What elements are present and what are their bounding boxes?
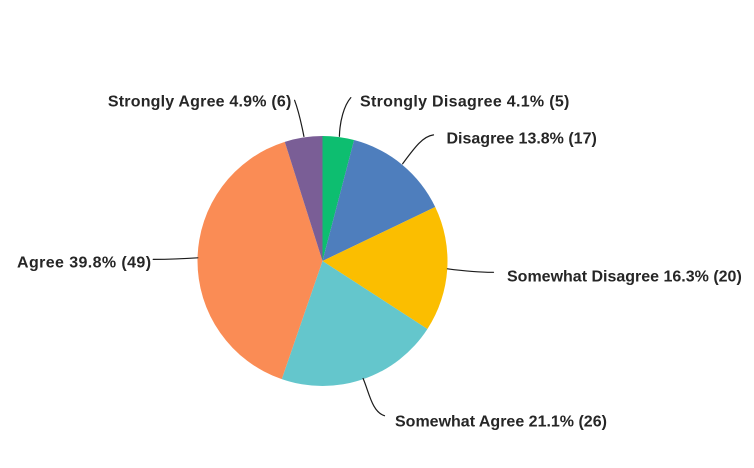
svg-text:Agree 39.8% (49): Agree 39.8% (49) bbox=[17, 255, 151, 272]
svg-text:Somewhat Agree 21.1% (26): Somewhat Agree 21.1% (26) bbox=[395, 414, 607, 431]
svg-text:Strongly Disagree 4.1% (5): Strongly Disagree 4.1% (5) bbox=[360, 94, 570, 111]
svg-text:Somewhat Disagree 16.3% (20): Somewhat Disagree 16.3% (20) bbox=[507, 269, 742, 286]
svg-text:Disagree 13.8% (17): Disagree 13.8% (17) bbox=[447, 131, 597, 148]
svg-text:Strongly Agree 4.9% (6): Strongly Agree 4.9% (6) bbox=[108, 94, 292, 111]
